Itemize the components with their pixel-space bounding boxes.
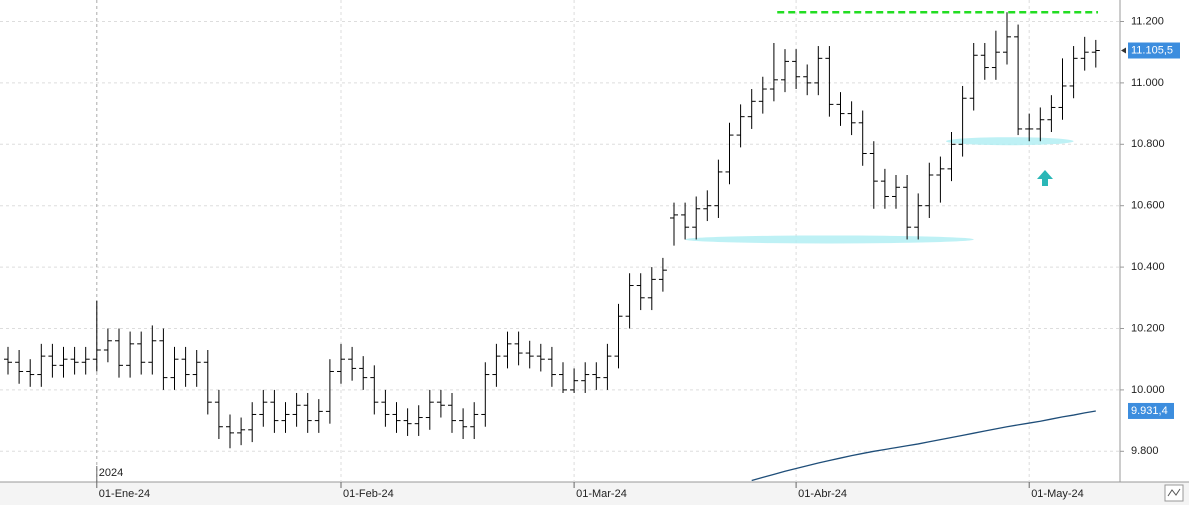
up-arrow bbox=[1037, 170, 1053, 186]
x-axis-band bbox=[0, 482, 1189, 505]
moving-average bbox=[751, 410, 1096, 482]
year-label: 2024 bbox=[99, 467, 123, 479]
x-tick-label: 01-May-24 bbox=[1031, 488, 1084, 500]
last-price-pointer bbox=[1121, 47, 1126, 54]
settings-icon-glyph bbox=[1167, 488, 1181, 497]
x-tick-label: 01-Abr-24 bbox=[798, 488, 847, 500]
y-tick-label: 10.600 bbox=[1131, 200, 1165, 212]
x-tick-label: 01-Mar-24 bbox=[576, 488, 627, 500]
last-value-box bbox=[1128, 402, 1174, 419]
last-price-label: 11.105,5 bbox=[1131, 44, 1173, 56]
support-zone bbox=[945, 137, 1074, 146]
x-tick-label: 01-Feb-24 bbox=[343, 488, 394, 500]
y-tick-label: 10.200 bbox=[1131, 322, 1165, 334]
y-tick-label: 10.400 bbox=[1131, 261, 1165, 273]
y-tick-label: 10.800 bbox=[1131, 138, 1165, 150]
y-tick-label: 9.800 bbox=[1131, 445, 1159, 457]
last-value-label: 9.931,4 bbox=[1131, 405, 1168, 417]
support-zone bbox=[685, 235, 974, 244]
y-tick-label: 11.000 bbox=[1131, 77, 1164, 89]
last-price-box bbox=[1128, 42, 1180, 59]
x-tick-label: 01-Ene-24 bbox=[99, 488, 150, 500]
y-tick-label: 11.200 bbox=[1131, 15, 1164, 27]
y-tick-label: 10.000 bbox=[1131, 384, 1165, 396]
